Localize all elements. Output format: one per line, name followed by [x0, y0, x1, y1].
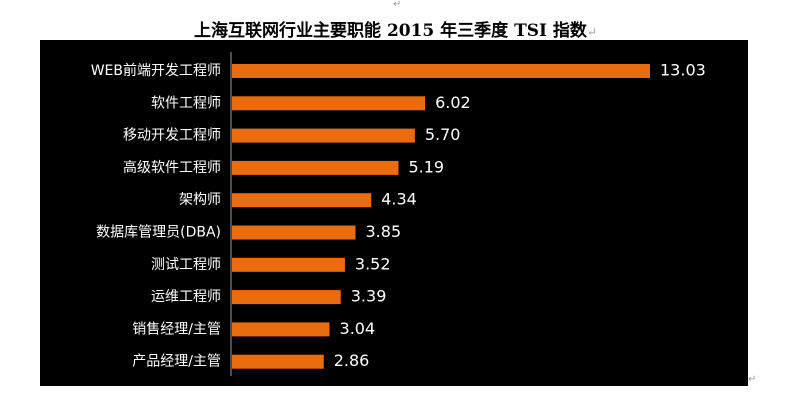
value-label: 3.85: [366, 222, 402, 241]
bar: [232, 290, 341, 305]
bar: [232, 322, 330, 337]
category-label: WEB前端开发工程师: [91, 62, 221, 79]
category-label: 销售经理/主管: [132, 321, 221, 337]
value-label: 5.70: [425, 125, 461, 144]
bar: [232, 160, 399, 175]
paragraph-mark-top: ↵: [393, 0, 402, 10]
category-label: 软件工程师: [151, 95, 221, 111]
chart-title: 上海互联网行业主要职能 2015 年三季度 TSI 指数↵: [0, 16, 791, 41]
chart-title-text: 上海互联网行业主要职能 2015 年三季度 TSI 指数: [194, 21, 587, 41]
paragraph-mark-title: ↵: [586, 25, 597, 39]
value-label: 6.02: [435, 93, 471, 112]
value-label: 2.86: [334, 351, 370, 370]
bar: [232, 96, 426, 111]
value-label: 4.34: [381, 190, 417, 209]
paragraph-mark-bottom: ↵: [748, 374, 757, 385]
category-label: 高级软件工程师: [123, 159, 221, 176]
value-label: 3.52: [355, 254, 391, 273]
category-label: 测试工程师: [151, 257, 221, 273]
value-label: 3.39: [351, 287, 387, 306]
bar-chart: WEB前端开发工程师 13.03 软件工程师 6.02 移动开发工程师 5.70 高级软件工…: [91, 52, 706, 376]
category-label: 产品经理/主管: [132, 354, 221, 370]
value-label: 5.19: [408, 157, 444, 176]
value-label: 13.03: [660, 61, 706, 80]
category-label: 移动开发工程师: [123, 128, 221, 144]
value-label: 3.04: [340, 319, 376, 338]
category-label: 数据库管理员(DBA): [96, 225, 221, 241]
bar: [232, 128, 415, 143]
bar: [232, 257, 345, 272]
bar: [232, 193, 372, 208]
bar: [232, 354, 324, 369]
category-label: 架构师: [179, 192, 221, 208]
bar: [232, 225, 356, 240]
category-label: 运维工程师: [151, 289, 221, 305]
chart-panel: WEB前端开发工程师 13.03 软件工程师 6.02 移动开发工程师 5.70 高级软件工…: [40, 40, 748, 386]
bar: [232, 64, 650, 78]
